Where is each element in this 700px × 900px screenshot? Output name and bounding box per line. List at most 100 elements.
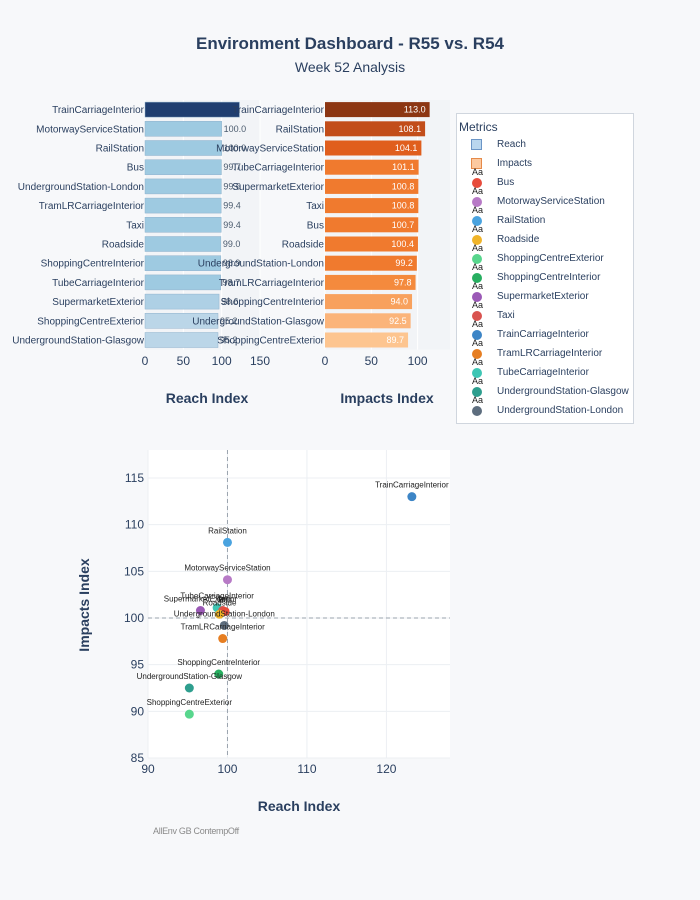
legend-label: RailStation <box>497 215 546 226</box>
impacts-bar <box>325 332 409 348</box>
impacts-value-label: 100.8 <box>392 201 415 211</box>
legend-item[interactable]: Reach <box>457 135 633 154</box>
reach-value-label: 99.4 <box>223 220 241 230</box>
reach-value-label: 99.0 <box>223 239 241 249</box>
reach-bar <box>144 332 219 348</box>
scatter-point <box>222 537 232 547</box>
legend-marker <box>472 368 482 378</box>
impacts-x-tick-label: 0 <box>322 354 329 368</box>
scatter-y-tick-label: 90 <box>131 704 145 718</box>
scatter-x-tick-label: 90 <box>141 762 155 776</box>
legend-item[interactable]: Aa ShoppingCentreInterior <box>457 262 633 287</box>
impacts-bar <box>325 217 419 233</box>
impacts-bar <box>325 159 419 175</box>
reach-value-label: 98.9 <box>223 258 241 268</box>
reach-value-label: 100.0 <box>224 143 247 153</box>
legend-item[interactable]: Aa ShoppingCentreExterior <box>457 243 633 268</box>
reach-value-label: 123.2 <box>241 105 264 115</box>
impacts-bar <box>325 294 413 310</box>
legend-label: Impacts <box>497 158 533 169</box>
reach-bar <box>144 121 222 137</box>
impacts-value-label: 100.4 <box>391 239 414 249</box>
reach-value-label: 96.6 <box>221 297 239 307</box>
legend-label: SupermarketExterior <box>497 291 589 302</box>
reach-value-label: 95.2 <box>220 335 238 345</box>
reach-value-label: 99.4 <box>223 201 241 211</box>
legend-marker <box>472 197 482 207</box>
impacts-value-label: 99.2 <box>395 258 413 268</box>
scatter-point-label: MotorwayServiceStation <box>184 564 270 573</box>
legend-item[interactable]: Aa Roadside <box>457 224 633 249</box>
impacts-value-label: 108.1 <box>399 124 422 134</box>
legend-marker-text: Aa <box>472 243 484 253</box>
footnote: AllEnv GB ContempOff <box>153 826 239 836</box>
reach-bar <box>144 236 222 252</box>
impacts-bar-chart: 0 50 100 TrainCarriageInterior 113.0 RailStat… <box>192 100 450 406</box>
reach-category-label: TrainCarriageInterior <box>52 105 145 116</box>
reach-category-label: TramLRCarriageInterior <box>39 201 145 212</box>
impacts-category-label: SupermarketExterior <box>232 182 324 193</box>
legend-marker-text: Aa <box>472 262 484 272</box>
scatter-y-tick-label: 105 <box>124 564 144 578</box>
legend-marker-text: Aa <box>472 376 484 386</box>
impacts-category-label: TramLRCarriageInterior <box>219 278 325 289</box>
legend-item[interactable]: Aa UndergroundStation-London <box>457 395 633 420</box>
reach-category-label: UndergroundStation-London <box>18 182 144 193</box>
reach-value-label: 100.0 <box>224 124 247 134</box>
impacts-value-label: 92.5 <box>389 316 407 326</box>
impacts-category-label: RailStation <box>276 124 324 135</box>
legend-label: Taxi <box>497 310 515 321</box>
scatter-point <box>215 609 225 619</box>
legend-marker <box>472 235 482 245</box>
reach-value-label: 98.7 <box>223 277 241 287</box>
scatter-point-label: TrainCarriageInterior <box>375 481 449 490</box>
legend-label: Reach <box>497 139 526 150</box>
impacts-category-label: TrainCarriageInterior <box>232 105 325 116</box>
legend-item[interactable]: Aa UndergroundStation-Glasgow <box>457 376 633 401</box>
impacts-category-label: UndergroundStation-London <box>198 259 324 270</box>
legend-marker-text: Aa <box>472 338 484 348</box>
legend-item[interactable]: Aa SupermarketExterior <box>457 281 633 306</box>
legend[interactable]: Metrics Reach Impacts Aa Bus Aa MotorwayServi… <box>456 113 634 424</box>
impacts-bar <box>325 140 422 156</box>
scatter-x-tick-label: 110 <box>297 762 316 776</box>
legend-label: UndergroundStation-London <box>497 405 624 416</box>
legend-item[interactable]: Impacts <box>457 154 633 173</box>
legend-marker <box>472 254 482 264</box>
reach-category-label: Taxi <box>126 220 144 231</box>
impacts-value-label: 97.8 <box>394 277 412 287</box>
legend-item[interactable]: Aa TubeCarriageInterior <box>457 357 633 382</box>
reach-x-tick-label: 50 <box>177 354 191 368</box>
reach-bar-chart: 0 50 100 150 TrainCarriageInterior 123.2 Motor… <box>12 100 270 406</box>
chart-title: Environment Dashboard - R55 vs. R54 <box>196 34 504 53</box>
scatter-x-axis-title: Reach Index <box>258 798 341 814</box>
impacts-category-label: ShoppingCentreExterior <box>217 336 324 347</box>
scatter-point-label: ShoppingCentreInterior <box>177 658 260 667</box>
reach-category-label: MotorwayServiceStation <box>36 124 144 135</box>
legend-item[interactable]: Aa TramLRCarriageInterior <box>457 338 633 363</box>
reach-value-label: 99.7 <box>223 162 241 172</box>
scatter-point-label: Taxi <box>216 595 230 604</box>
legend-item[interactable]: Aa MotorwayServiceStation <box>457 186 633 211</box>
legend-marker-text: Aa <box>472 205 484 215</box>
legend-marker <box>472 178 482 188</box>
impacts-category-label: ShoppingCentreInterior <box>221 297 325 308</box>
legend-marker <box>472 216 482 226</box>
legend-item[interactable]: Aa RailStation <box>457 205 633 230</box>
impacts-bar <box>325 255 417 271</box>
scatter-point <box>222 575 232 585</box>
reach-bar <box>144 274 221 291</box>
reach-value-label: 99.6 <box>223 181 241 191</box>
reach-category-label: ShoppingCentreExterior <box>37 316 144 327</box>
legend-item[interactable]: Aa Taxi <box>457 300 633 325</box>
scatter-y-tick-label: 100 <box>124 611 144 625</box>
legend-item[interactable]: Aa Bus <box>457 167 633 192</box>
scatter-point-label: RailStation <box>208 526 247 535</box>
impacts-x-tick-label: 50 <box>365 354 379 368</box>
reach-category-label: RailStation <box>96 144 144 155</box>
scatter-x-tick-label: 120 <box>376 762 396 776</box>
impacts-category-label: Roadside <box>282 240 325 251</box>
legend-item[interactable]: Aa TrainCarriageInterior <box>457 319 633 344</box>
impacts-bar <box>325 313 411 329</box>
impacts-x-tick-label: 100 <box>408 354 428 368</box>
